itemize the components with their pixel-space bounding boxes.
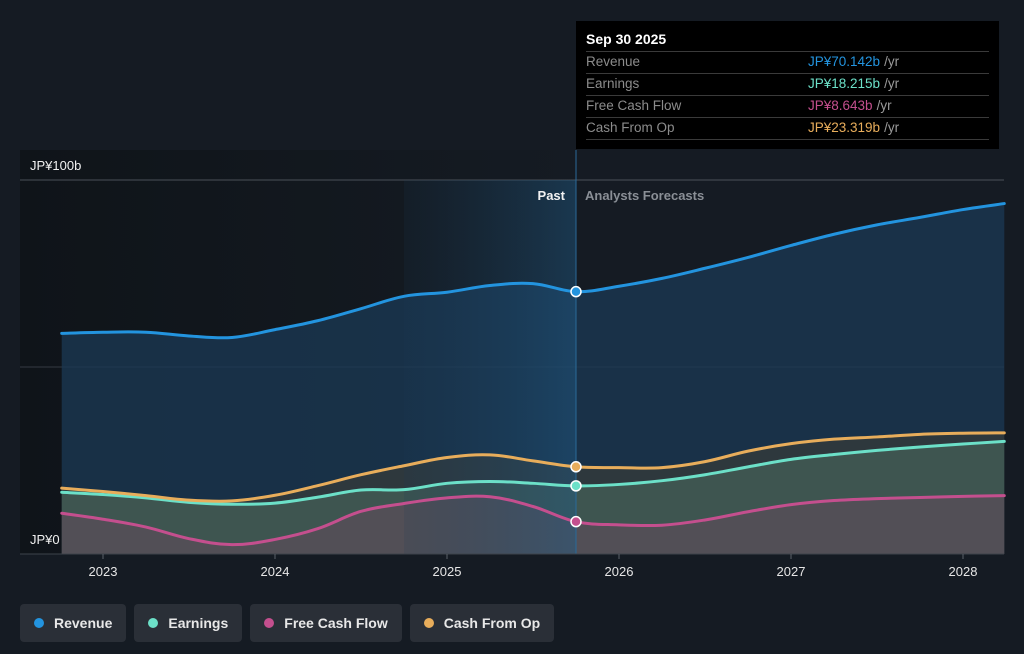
marker-earnings [570,480,582,492]
tooltip-row-unit: /yr [884,120,900,135]
legend-item-free-cash-flow[interactable]: Free Cash Flow [250,604,402,642]
tooltip-row-unit: /yr [884,76,900,91]
marker-cash-from-op [570,461,582,473]
line-earnings [60,439,1006,506]
tooltip-row-label: Cash From Op [586,120,675,135]
x-tick-label: 2026 [605,564,634,579]
legend-dot-icon [34,618,44,628]
tooltip-date: Sep 30 2025 [586,29,989,52]
tooltip: Sep 30 2025 Revenue JP¥70.142b /yr Earni… [576,21,999,149]
tooltip-row-unit: /yr [876,98,892,113]
tooltip-row-label: Earnings [586,76,640,91]
tooltip-row-free-cash-flow: Free Cash Flow JP¥8.643b /yr [586,96,989,118]
series-lines [60,202,1006,547]
tooltip-row-revenue: Revenue JP¥70.142b /yr [586,52,989,74]
tooltip-row-cash-from-op: Cash From Op JP¥23.319b /yr [586,118,989,140]
tooltip-row-value: JP¥70.142b [808,54,881,69]
legend-item-cash-from-op[interactable]: Cash From Op [409,604,555,642]
axes: JP¥100b JP¥0 Past Analysts Forecasts 202… [20,158,1004,579]
legend-label: Cash From Op [443,615,541,631]
legend-dot-icon [264,618,275,628]
x-tick-label: 2024 [261,564,290,579]
x-tick-label: 2023 [89,564,118,579]
legend-label: Free Cash Flow [284,615,388,631]
highlight-markers [570,285,582,528]
tooltip-row-value: JP¥8.643b [808,98,873,113]
y-tick-label-zero: JP¥0 [30,532,60,547]
legend-dot-icon [423,618,434,628]
legend-dot-icon [148,618,159,628]
chart: JP¥100b JP¥0 Past Analysts Forecasts 202… [20,150,1006,579]
past-label: Past [538,188,566,203]
forecast-label: Analysts Forecasts [585,188,704,203]
tooltip-row-unit: /yr [884,54,900,69]
tooltip-row-label: Revenue [586,54,641,69]
x-tick-label: 2027 [777,564,806,579]
tooltip-row-value: JP¥18.215b [808,76,881,91]
y-tick-label-max: JP¥100b [30,158,81,173]
legend-item-revenue[interactable]: Revenue [20,604,127,642]
past-highlight [404,150,577,554]
marker-free-cash-flow [570,515,582,528]
legend-item-earnings[interactable]: Earnings [134,604,243,642]
tooltip-row-label: Free Cash Flow [586,98,682,113]
line-revenue [60,202,1006,340]
legend-label: Revenue [54,615,113,631]
tooltip-row-earnings: Earnings JP¥18.215b /yr [586,74,989,96]
past-year-highlight [404,180,576,554]
x-tick-label: 2028 [949,564,978,579]
line-cash-from-op [60,431,1006,503]
tooltip-row-value: JP¥23.319b [808,120,881,135]
legend: Revenue Earnings Free Cash Flow Cash Fro… [20,604,555,642]
x-tick-label: 2025 [433,564,462,579]
marker-revenue [570,285,582,298]
legend-label: Earnings [168,615,229,631]
line-free-cash-flow [60,494,1006,547]
